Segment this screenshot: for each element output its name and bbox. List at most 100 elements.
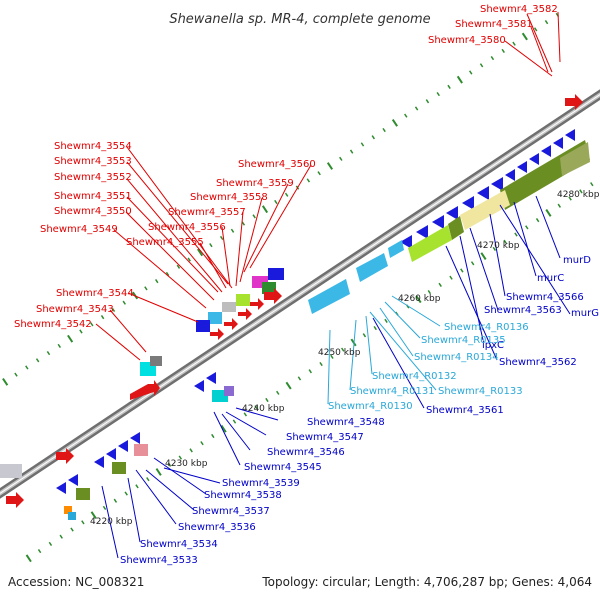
gene-feature: [388, 240, 404, 258]
gene-label: Shewmr4_R0130: [328, 401, 413, 412]
gene-label: lpxC: [482, 340, 504, 351]
gene-feature: [268, 268, 284, 280]
tick-mark: [384, 318, 388, 323]
tick-mark: [79, 329, 83, 334]
tick-mark: [514, 232, 518, 237]
tick-mark: [490, 56, 495, 61]
gene-feature: [565, 129, 575, 141]
tick-mark: [317, 171, 321, 176]
tick-mark: [209, 243, 213, 248]
gene-label: Shewmr4_3562: [499, 357, 577, 368]
tick-mark: [535, 218, 540, 223]
gene-label: Shewmr4_3558: [190, 192, 268, 203]
gene-label: Shewmr4_3581: [455, 19, 533, 30]
tick-mark: [373, 325, 377, 331]
gene-label: Shewmr4_3533: [120, 555, 198, 566]
gene-feature: [194, 380, 204, 392]
tick-mark: [102, 505, 107, 511]
tick-mark: [308, 369, 312, 374]
tick-mark: [568, 196, 572, 201]
genome-backbone: [0, 89, 600, 499]
gene-feature: [560, 142, 590, 176]
kbp-label: 4250 kbp: [318, 348, 361, 358]
gene-label: Shewmr4_3563: [484, 305, 562, 316]
gene-label: Shewmr4_R0136: [444, 322, 529, 333]
gene-labels-blue: murD murC Shewmr4_3566 murG Shewmr4_3563…: [120, 255, 599, 566]
kbp-label: 4230 kbp: [165, 459, 208, 469]
tick-mark: [155, 468, 162, 476]
gene-feature: [448, 216, 464, 240]
gene-label: Shewmr4_3561: [426, 405, 504, 416]
gene-label: Shewmr4_R0134: [414, 352, 499, 363]
gene-feature: [64, 506, 72, 514]
tick-mark: [501, 48, 505, 53]
gene-label: Shewmr4_3554: [54, 141, 132, 152]
tick-mark: [90, 322, 94, 327]
gene-label: Shewmr4_R0133: [438, 386, 523, 397]
gene-label: Shewmr4_3546: [267, 447, 345, 458]
tick-mark: [2, 377, 9, 386]
tick-mark: [557, 203, 562, 208]
tick-mark: [339, 156, 343, 161]
gene-feature: [491, 177, 503, 191]
tick-mark: [545, 209, 552, 217]
gene-feature: [76, 488, 90, 500]
gene-label: Shewmr4_3536: [178, 522, 256, 533]
gene-feature: [517, 161, 527, 173]
tick-mark: [122, 300, 126, 305]
tick-mark: [211, 433, 215, 439]
tick-mark: [176, 264, 181, 269]
gene-feature: [236, 294, 250, 306]
tick-mark: [100, 315, 105, 320]
gene-feature: [460, 190, 510, 230]
gene-label: Shewmr4_3547: [286, 432, 364, 443]
tick-mark: [274, 199, 278, 205]
gene-label: Shewmr4_3544: [56, 288, 134, 299]
gene-feature: [477, 186, 489, 200]
tick-mark: [449, 275, 453, 280]
tick-mark: [232, 419, 237, 424]
tick-mark: [230, 228, 235, 233]
tick-mark: [391, 118, 398, 127]
gene-feature: [408, 225, 452, 262]
gene-label: Shewmr4_3537: [192, 506, 270, 517]
tick-mark: [503, 239, 507, 244]
tick-mark: [579, 189, 583, 194]
tick-mark: [436, 91, 440, 97]
gene-feature: [529, 153, 539, 165]
tick-mark: [220, 424, 227, 433]
gene-feature: [210, 328, 224, 340]
gene-label: Shewmr4_R0132: [372, 371, 457, 382]
tick-mark: [70, 527, 74, 532]
gene-feature: [224, 386, 234, 396]
tick-mark: [252, 214, 256, 219]
kbp-label: 4220 kbp: [90, 517, 133, 527]
tick-mark: [533, 27, 538, 32]
tick-mark: [460, 268, 464, 273]
gene-label: Shewmr4_3545: [244, 462, 322, 473]
tick-mark: [144, 286, 148, 291]
tick-mark: [404, 113, 408, 118]
tick-mark: [456, 75, 463, 84]
tick-mark: [111, 307, 116, 313]
kbp-label: 4270 kbp: [477, 241, 520, 251]
gene-label: Shewmr4_3552: [54, 172, 132, 183]
tick-mark: [425, 99, 430, 104]
tick-mark: [492, 246, 497, 251]
tick-mark: [525, 225, 529, 230]
gene-feature: [462, 196, 474, 210]
tick-mark: [414, 106, 419, 111]
tick-mark: [438, 282, 442, 287]
gene-feature: [196, 320, 210, 332]
gene-feature: [250, 298, 264, 310]
gene-feature: [68, 474, 78, 486]
tick-mark: [319, 361, 323, 367]
tick-mark: [470, 261, 475, 266]
gene-feature: [134, 444, 148, 456]
gene-feature: [264, 288, 282, 304]
gene-feature: [565, 94, 583, 110]
gene-label: Shewmr4_3560: [238, 159, 316, 170]
tick-mark: [135, 484, 139, 489]
tick-mark: [276, 390, 280, 395]
